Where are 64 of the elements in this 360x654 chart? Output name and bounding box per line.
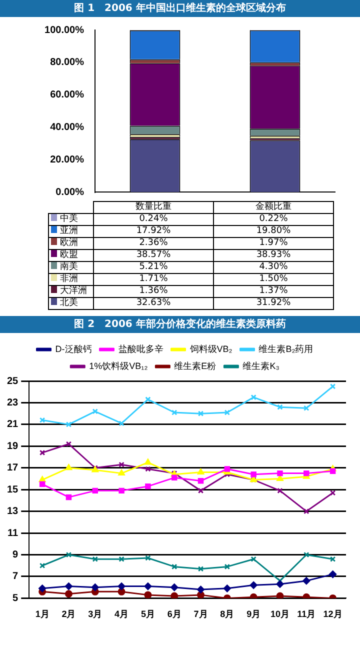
x-tick-label: 4月 xyxy=(114,609,129,620)
legend-label: 1%饮料级VB₁₂ xyxy=(89,360,148,371)
y-tick-label: 5 xyxy=(12,592,19,604)
data-label: 19.80% xyxy=(214,226,334,238)
chart-title: 图 1 2006 年中国出口维生素的全球区域分布 xyxy=(0,0,360,17)
x-tick-label: 2月 xyxy=(62,609,76,620)
x-tick-label: 9月 xyxy=(246,609,261,620)
y-tick-label: 20.00% xyxy=(50,154,84,166)
data-label: 2.36% xyxy=(94,238,214,250)
y-tick-label: 40.00% xyxy=(50,122,84,133)
y-tick-label: 25 xyxy=(7,376,19,387)
data-label: 1.37% xyxy=(214,286,334,298)
y-tick-label: 13 xyxy=(7,506,19,518)
x-tick-label: 5月 xyxy=(140,609,155,620)
data-label: 38.57% xyxy=(94,250,214,262)
y-tick-label: 17 xyxy=(7,462,19,474)
data-label: 0.22% xyxy=(214,214,334,226)
data-label: 1.50% xyxy=(214,274,334,286)
y-tick-label: 80.00% xyxy=(50,57,84,68)
legend-label: 亚洲 xyxy=(48,226,94,238)
y-tick-label: 11 xyxy=(8,528,19,539)
y-tick-label: 23 xyxy=(7,397,19,408)
legend-label: 饲料级VB₂ xyxy=(188,344,233,354)
x-tick-label: 12月 xyxy=(323,609,342,620)
x-tick-label: 11月 xyxy=(297,609,316,620)
y-tick-label: 0.00% xyxy=(56,186,84,198)
y-tick-label: 15 xyxy=(7,484,19,496)
y-tick-label: 100.00% xyxy=(44,24,84,36)
x-tick-label: 7月 xyxy=(194,609,208,620)
y-tick-label: 19 xyxy=(7,440,19,452)
x-tick-label: 8月 xyxy=(220,609,234,620)
x-tick-label: 1月 xyxy=(35,609,50,620)
data-label: 0.24% xyxy=(94,214,214,226)
x-tick-label: 3月 xyxy=(88,609,102,620)
y-tick-label: 9 xyxy=(12,550,19,561)
data-label: 1.71% xyxy=(94,274,214,286)
legend-label: 北美 xyxy=(48,298,94,310)
y-tick-label: 7 xyxy=(12,571,19,582)
data-label: 31.92% xyxy=(214,298,334,310)
legend-label: 欧洲 xyxy=(48,238,94,250)
legend-label: D-泛酸钙 xyxy=(55,344,92,354)
data-label: 17.92% xyxy=(94,226,214,238)
legend-label: 南美 xyxy=(48,262,94,274)
legend-label: 维生素E粉 xyxy=(174,360,216,371)
legend-label: 维生素B₂药用 xyxy=(258,344,314,354)
legend-label: 大洋洲 xyxy=(48,286,94,298)
legend-label: 维生素K₃ xyxy=(242,360,280,371)
data-label: 38.93% xyxy=(214,250,334,262)
y-tick-label: 60.00% xyxy=(50,90,84,101)
data-label: 1.36% xyxy=(94,286,214,298)
x-tick-label: 10月 xyxy=(270,609,290,620)
y-tick-label: 21 xyxy=(7,419,19,430)
data-label: 5.21% xyxy=(94,262,214,274)
legend-label: 中美 xyxy=(48,214,94,226)
x-tick-label: 6月 xyxy=(167,609,182,620)
chart-title: 图 2 2006 年部分价格变化的维生素类原料药 xyxy=(0,316,360,333)
legend-label: 盐酸吡多辛 xyxy=(118,344,164,354)
legend-label: 非洲 xyxy=(48,274,94,286)
data-label: 1.97% xyxy=(214,238,334,250)
category-label: 数量比重 xyxy=(136,202,172,212)
category-label: 金额比重 xyxy=(256,202,292,212)
data-label: 4.30% xyxy=(214,262,334,274)
data-label: 32.63% xyxy=(94,298,214,310)
legend-label: 欧盟 xyxy=(48,250,94,262)
